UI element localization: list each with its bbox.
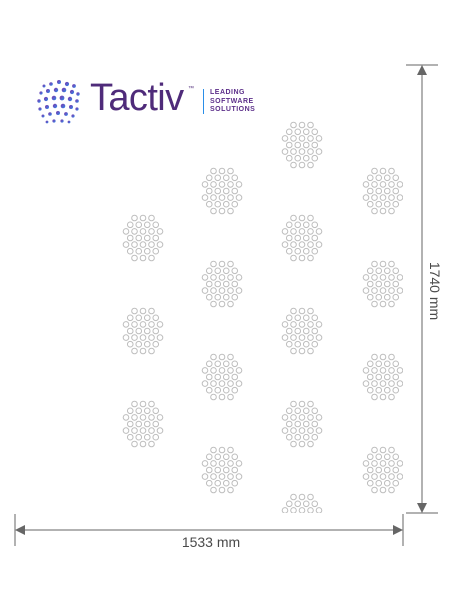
- dot-cluster: [201, 167, 243, 215]
- dot-cluster: [281, 400, 323, 448]
- dot-cluster: [122, 214, 164, 262]
- dot-cluster: [362, 167, 403, 215]
- dot-cluster: [281, 214, 323, 262]
- trademark-symbol: ™: [188, 86, 194, 92]
- dot-cluster: [362, 260, 403, 308]
- width-label: 1533 mm: [182, 534, 240, 550]
- dot-cluster: [281, 493, 323, 513]
- tagline-divider: [203, 89, 204, 114]
- dot-cluster: [122, 307, 164, 355]
- height-dimension: 1740 mm: [406, 64, 443, 514]
- height-label: 1740 mm: [427, 262, 443, 320]
- dot-cluster: [362, 353, 403, 401]
- dot-cluster: [281, 121, 323, 169]
- tagline: LEADING SOFTWARE SOLUTIONS: [210, 89, 255, 115]
- tagline-line-1: LEADING: [210, 89, 245, 96]
- tagline-line-3: SOLUTIONS: [210, 106, 256, 113]
- dot-cluster: [281, 307, 323, 355]
- dot-cluster-layer: [122, 121, 403, 513]
- dot-cluster: [201, 446, 243, 494]
- logo-dot-icon: [37, 80, 80, 124]
- dot-cluster: [362, 446, 403, 494]
- tactiv-logo: Tactiv ™ LEADING SOFTWARE SOLUTIONS: [36, 76, 266, 128]
- dot-cluster: [122, 400, 164, 448]
- width-dimension: 1533 mm: [14, 514, 404, 550]
- dot-cluster: [201, 353, 243, 401]
- brand-name: Tactiv: [90, 77, 184, 119]
- dot-cluster: [201, 260, 243, 308]
- tagline-line-2: SOFTWARE: [210, 97, 254, 105]
